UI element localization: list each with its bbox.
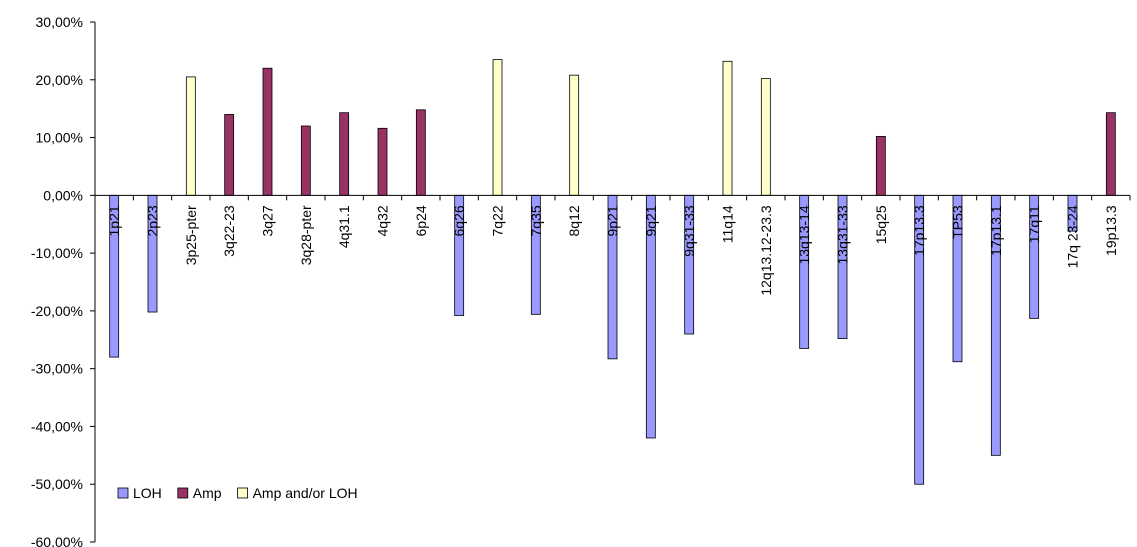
x-axis [94, 194, 1131, 201]
y-tick-label: 10,00% [36, 130, 83, 146]
category-label: TP53 [950, 205, 966, 239]
category-label: 13q31-33 [835, 205, 851, 264]
bars [109, 59, 1116, 485]
legend-label: Amp and/or LOH [253, 485, 358, 501]
category-label: 7q22 [490, 205, 506, 236]
bar-amp-3q28-pter [300, 125, 311, 196]
bar-amp-and-or-loh-12q13-12-23-3 [760, 78, 771, 196]
category-label: 9p21 [605, 205, 621, 236]
bar-amp-4q32 [377, 127, 388, 196]
bar-amp-and-or-loh-8q12 [569, 74, 580, 196]
category-label: 2p23 [145, 205, 161, 236]
y-tick-label: -30,00% [31, 361, 83, 377]
category-label: 6p24 [413, 205, 429, 236]
bar-amp-3q27 [262, 67, 273, 196]
bar-amp-3q22-23 [224, 114, 235, 196]
legend-swatch-amp-and-or-loh [237, 487, 248, 499]
y-tick-label: -20,00% [31, 303, 83, 319]
bar-amp-and-or-loh-7q22 [492, 59, 503, 196]
category-label: 11q14 [720, 205, 736, 243]
category-label: 17q 23-24 [1065, 205, 1081, 268]
y-axis: 30,00% 20,00% 10,00% 0,00% -10,00% -20,00% -30… [31, 14, 96, 547]
category-label: 13q13-14 [796, 205, 812, 264]
category-label: 4q31.1 [336, 205, 352, 248]
category-label: 9q31-33 [681, 205, 697, 257]
bar-amp-19p13-3 [1105, 112, 1116, 196]
bar-amp-and-or-loh-3p25-pter [185, 76, 196, 196]
y-tick-label: -40,00% [31, 418, 83, 434]
category-label: 15q25 [873, 205, 889, 244]
category-label: 17q11 [1026, 205, 1042, 243]
category-label: 12q13.12-23.3 [758, 205, 774, 296]
legend: LOH Amp Amp and/or LOH [117, 485, 358, 501]
bar-amp-and-or-loh-11q14 [722, 60, 733, 196]
bar-amp-6p24 [415, 109, 426, 196]
category-label: 3p25-pter [183, 205, 199, 265]
bar-amp-15q25 [875, 135, 886, 196]
y-tick-label: -60,00% [31, 534, 83, 547]
legend-swatch-loh [117, 487, 129, 499]
category-labels: 1p21 2p23 3p25-pter 3q22-23 3q27 3q28-pter 4q3… [106, 205, 1119, 296]
category-label: 8q12 [566, 205, 582, 236]
category-label: 17p13.3 [911, 205, 927, 256]
legend-swatch-amp [177, 487, 189, 499]
category-label: 17p13.1 [988, 205, 1004, 256]
category-label: 7q35 [528, 205, 544, 236]
bar-amp-4q31-1 [339, 112, 350, 196]
category-label: 1p21 [106, 205, 122, 236]
category-label: 19p13.3 [1103, 205, 1119, 256]
y-tick-label: -50,00% [31, 476, 83, 492]
category-label: 3q22-23 [221, 205, 237, 257]
category-label: 3q28-pter [298, 205, 314, 265]
category-label: 6q26 [451, 205, 467, 236]
legend-label: Amp [193, 485, 222, 501]
y-tick-label: -10,00% [31, 245, 83, 261]
category-label: 9q21 [643, 205, 659, 236]
category-label: 3q27 [260, 205, 276, 236]
y-tick-label: 20,00% [36, 72, 83, 88]
y-tick-label: 30,00% [36, 14, 83, 30]
y-tick-label: 0,00% [43, 187, 83, 203]
category-label: 4q32 [375, 205, 391, 236]
legend-label: LOH [133, 485, 162, 501]
